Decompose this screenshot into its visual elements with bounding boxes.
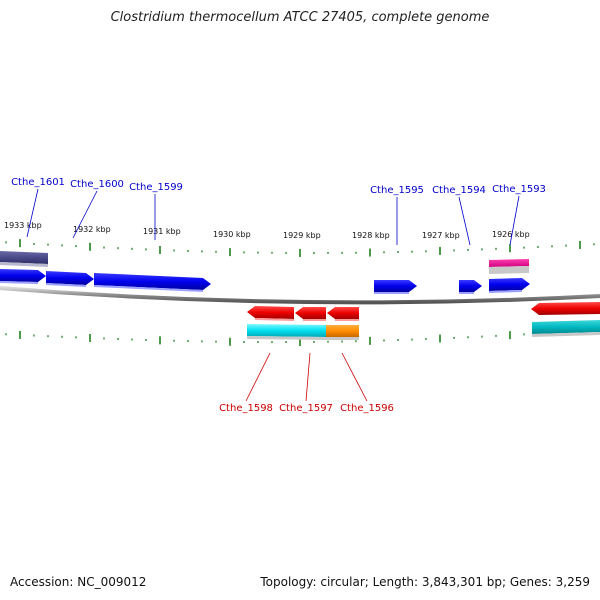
- ruler-upper-ticks: [5, 239, 595, 257]
- leader-cthe-1596: [341, 352, 368, 402]
- gene-arrow-cthe-1595[interactable]: [374, 280, 417, 294]
- gene-arrow-right-edge-red[interactable]: [531, 302, 600, 315]
- tick-label-1927: 1927 kbp: [422, 231, 460, 240]
- tick-label-1933: 1933 kbp: [4, 221, 42, 230]
- label-cthe-1596[interactable]: Cthe_1596: [340, 403, 394, 414]
- gene-arrow-cthe-1601[interactable]: [0, 269, 46, 284]
- tick-label-1928: 1928 kbp: [352, 231, 390, 240]
- leader-cthe-1601: [26, 188, 39, 238]
- label-cthe-1598[interactable]: Cthe_1598: [219, 403, 273, 414]
- map-title: Clostridium thermocellum ATCC 27405, com…: [110, 10, 490, 25]
- leader-cthe-1600: [72, 190, 98, 239]
- leader-cthe-1597: [305, 352, 311, 402]
- gene-arrow-cthe-1593[interactable]: [489, 278, 530, 293]
- label-cthe-1593[interactable]: Cthe_1593: [492, 184, 546, 195]
- gene-arrow-cthe-1594[interactable]: [459, 280, 482, 294]
- tick-label-1931: 1931 kbp: [143, 227, 181, 236]
- ruler-tick-labels: 1933 kbp 1932 kbp 1931 kbp 1930 kbp 1929…: [4, 221, 530, 240]
- leader-cthe-1593: [509, 195, 520, 246]
- genome-summary-text: Topology: circular; Length: 3,843,301 bp…: [260, 575, 590, 589]
- feature-magenta-bar[interactable]: [489, 259, 529, 274]
- feature-orange-bar[interactable]: [326, 325, 359, 340]
- gene-arrow-cthe-1597[interactable]: [295, 307, 326, 321]
- label-leader-lines: [26, 188, 520, 402]
- forward-strand-features: [0, 251, 530, 294]
- leader-cthe-1598: [245, 352, 271, 402]
- gene-arrow-cthe-1598[interactable]: [247, 306, 294, 321]
- gene-arrow-cthe-1600[interactable]: [46, 271, 94, 287]
- feature-teal-bar-right-edge[interactable]: [532, 320, 600, 337]
- gene-arrow-cthe-1599[interactable]: [94, 273, 211, 292]
- label-cthe-1601[interactable]: Cthe_1601: [11, 177, 65, 188]
- label-cthe-1599[interactable]: Cthe_1599: [129, 182, 183, 193]
- tick-label-1926: 1926 kbp: [492, 230, 530, 239]
- reverse-strand-features: [247, 302, 600, 340]
- tick-label-1929: 1929 kbp: [283, 231, 321, 240]
- tick-label-1932: 1932 kbp: [73, 225, 111, 234]
- genome-backbone: [0, 286, 600, 305]
- feature-cyan-bar[interactable]: [247, 324, 326, 340]
- feature-slate-bar[interactable]: [0, 251, 48, 267]
- gene-labels: Cthe_1601 Cthe_1600 Cthe_1599 Cthe_1595 …: [11, 177, 546, 414]
- label-cthe-1595[interactable]: Cthe_1595: [370, 185, 424, 196]
- label-cthe-1600[interactable]: Cthe_1600: [70, 179, 124, 190]
- leader-cthe-1594: [458, 196, 471, 246]
- label-cthe-1594[interactable]: Cthe_1594: [432, 185, 486, 196]
- accession-text: Accession: NC_009012: [10, 575, 147, 589]
- tick-label-1930: 1930 kbp: [213, 230, 251, 239]
- label-cthe-1597[interactable]: Cthe_1597: [279, 403, 333, 414]
- gene-arrow-cthe-1596[interactable]: [327, 307, 359, 321]
